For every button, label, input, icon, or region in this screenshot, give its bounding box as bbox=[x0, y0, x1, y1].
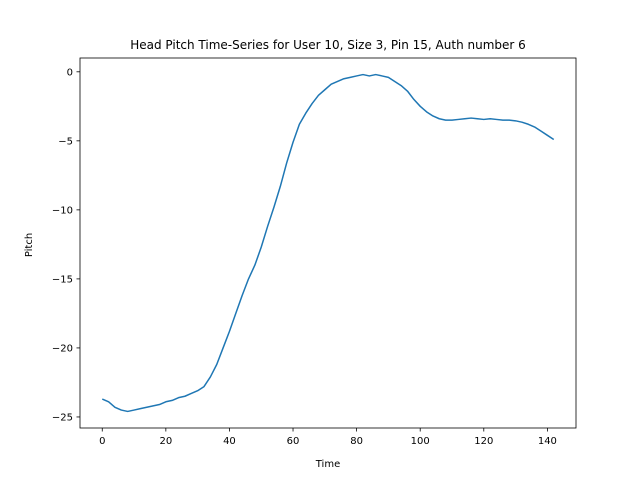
x-tick-label: 100 bbox=[411, 436, 430, 447]
x-tick-label: 80 bbox=[350, 436, 363, 447]
x-tick-label: 0 bbox=[99, 436, 105, 447]
y-tick-label: −20 bbox=[52, 343, 73, 354]
y-axis-ticks: 0 −5 −10 −15 −20 −25 bbox=[52, 67, 80, 423]
y-tick-label: 0 bbox=[67, 67, 73, 78]
x-axis-label: Time bbox=[315, 459, 340, 470]
chart-title: Head Pitch Time-Series for User 10, Size… bbox=[130, 38, 526, 52]
plot-frame bbox=[79, 57, 577, 429]
y-axis-label: Pitch bbox=[24, 233, 35, 257]
y-tick-label: −5 bbox=[58, 136, 73, 147]
y-tick-label: −15 bbox=[52, 274, 73, 285]
y-tick-label: −10 bbox=[52, 205, 73, 216]
x-axis-ticks: 0 20 40 60 80 100 120 140 bbox=[99, 428, 557, 447]
x-tick-label: 120 bbox=[474, 436, 493, 447]
series-line-0 bbox=[101, 73, 555, 413]
plot-area bbox=[79, 57, 577, 429]
x-tick-label: 20 bbox=[159, 436, 172, 447]
x-tick-label: 60 bbox=[287, 436, 300, 447]
y-tick-label: −25 bbox=[52, 412, 73, 423]
x-tick-label: 140 bbox=[538, 436, 557, 447]
x-tick-label: 40 bbox=[223, 436, 236, 447]
